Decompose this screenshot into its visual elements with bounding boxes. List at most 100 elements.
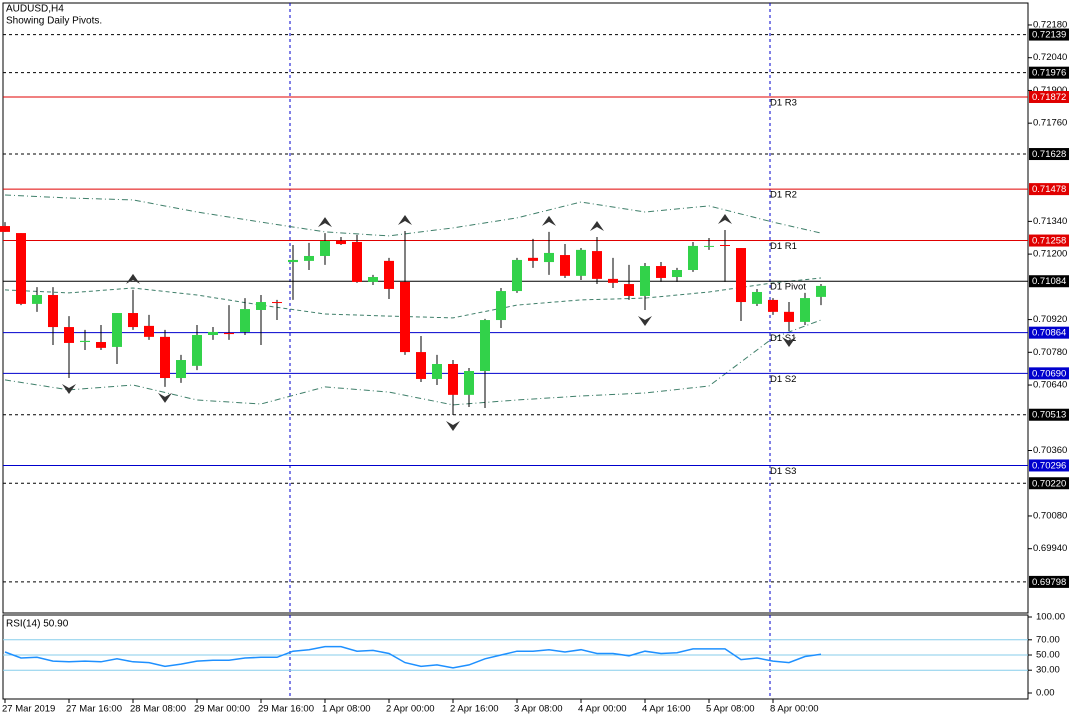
- candle-body: [640, 266, 650, 296]
- y-tick-label: 100.00: [1036, 612, 1065, 623]
- fractal-down: [62, 384, 76, 395]
- level-price-box: [1029, 326, 1069, 339]
- level-price-box: [1029, 408, 1069, 421]
- fractal-down: [638, 315, 652, 326]
- x-tick-label: 4 Apr 16:00: [642, 704, 691, 715]
- y-tick-label: 0.70640: [1033, 380, 1067, 391]
- candle-body: [608, 278, 618, 283]
- candle-body: [544, 252, 554, 263]
- candle-body: [320, 241, 330, 256]
- candle-body: [576, 249, 586, 276]
- x-tick-label: 28 Mar 08:00: [130, 704, 186, 715]
- level-price-label: 0.70513: [1032, 410, 1066, 421]
- x-tick-label: 4 Apr 00:00: [578, 704, 627, 715]
- level-name: D1 Pivot: [770, 282, 806, 293]
- candle-body: [64, 327, 74, 343]
- band-line: [4, 319, 822, 406]
- x-tick-label: 2 Apr 16:00: [450, 704, 499, 715]
- candle-body: [160, 336, 170, 379]
- candle-body: [336, 241, 346, 245]
- candle-body: [624, 284, 634, 296]
- candle-body: [560, 255, 570, 276]
- y-tick-label: 0.70360: [1033, 445, 1067, 456]
- candle-body: [304, 255, 314, 261]
- level-price-box: [1029, 459, 1069, 472]
- candle-body: [368, 277, 378, 282]
- fractal-down: [158, 392, 172, 403]
- level-price-box: [1029, 477, 1069, 490]
- candle-body: [192, 335, 202, 366]
- x-tick-label: 29 Mar 16:00: [258, 704, 314, 715]
- candle-body: [80, 340, 90, 343]
- fractal-up: [590, 221, 604, 232]
- y-tick-label: 0.72180: [1033, 19, 1067, 30]
- candle-body: [400, 281, 410, 353]
- level-price-label: 0.71872: [1032, 92, 1066, 103]
- level-price-box: [1029, 575, 1069, 588]
- candle-body: [48, 295, 58, 328]
- candle-body: [208, 331, 218, 336]
- level-price-label: 0.72139: [1032, 30, 1066, 41]
- y-tick-label: 0.00: [1036, 688, 1055, 699]
- y-tick-label: 0.72040: [1033, 52, 1067, 63]
- chart-subtitle: Showing Daily Pivots.: [6, 16, 102, 27]
- candle-body: [800, 298, 810, 322]
- chart-title: AUDUSD,H4: [6, 4, 64, 15]
- candle-body: [272, 302, 282, 304]
- candle-body: [256, 302, 266, 310]
- y-tick-label: 0.70080: [1033, 510, 1067, 521]
- candle-body: [688, 245, 698, 271]
- level-price-label: 0.70690: [1032, 368, 1066, 379]
- level-price-label: 0.71258: [1032, 236, 1066, 247]
- candle-body: [224, 332, 234, 335]
- level-price-box: [1029, 90, 1069, 103]
- candle-body: [592, 251, 602, 279]
- candle-body: [752, 291, 762, 304]
- rsi-title: RSI(14) 50.90: [6, 619, 69, 630]
- level-price-box: [1029, 367, 1069, 380]
- level-price-label: 0.69798: [1032, 577, 1066, 588]
- candle-body: [512, 259, 522, 292]
- candle-body: [0, 226, 10, 232]
- fractal-up: [398, 214, 412, 225]
- fractal-up: [318, 217, 332, 228]
- level-price-box: [1029, 66, 1069, 79]
- candle-body: [464, 371, 474, 395]
- x-tick-label: 2 Apr 00:00: [386, 704, 435, 715]
- level-name: D1 S3: [770, 466, 796, 477]
- fractal-up: [542, 215, 556, 226]
- candle-body: [288, 259, 298, 263]
- x-tick-label: 5 Apr 08:00: [706, 704, 755, 715]
- x-tick-label: 27 Mar 16:00: [66, 704, 122, 715]
- y-tick-label: 0.70780: [1033, 347, 1067, 358]
- candle-body: [704, 245, 714, 247]
- fractal-down: [446, 420, 460, 431]
- level-price-label: 0.71084: [1032, 276, 1066, 287]
- candle-body: [448, 363, 458, 395]
- y-tick-label: 0.71900: [1033, 85, 1067, 96]
- candle-body: [816, 285, 826, 297]
- fractal-up: [718, 214, 732, 225]
- level-price-label: 0.70296: [1032, 460, 1066, 471]
- candle-body: [352, 241, 362, 282]
- candle-body: [16, 233, 26, 304]
- y-tick-label: 0.71760: [1033, 118, 1067, 129]
- x-tick-label: 27 Mar 2019: [2, 704, 55, 715]
- y-tick-label: 0.70920: [1033, 314, 1067, 325]
- fractal-up: [126, 273, 140, 284]
- level-price-label: 0.71478: [1032, 184, 1066, 195]
- candle-body: [784, 311, 794, 322]
- x-tick-label: 1 Apr 08:00: [322, 704, 371, 715]
- level-name: D1 R3: [770, 98, 797, 109]
- candle-body: [528, 257, 538, 261]
- candle-body: [656, 266, 666, 278]
- candle-body: [480, 320, 490, 372]
- candle-body: [672, 270, 682, 278]
- level-name: D1 R1: [770, 241, 797, 252]
- level-price-box: [1029, 28, 1069, 41]
- level-price-box: [1029, 148, 1069, 161]
- candle-body: [240, 309, 250, 332]
- candle-body: [112, 313, 122, 347]
